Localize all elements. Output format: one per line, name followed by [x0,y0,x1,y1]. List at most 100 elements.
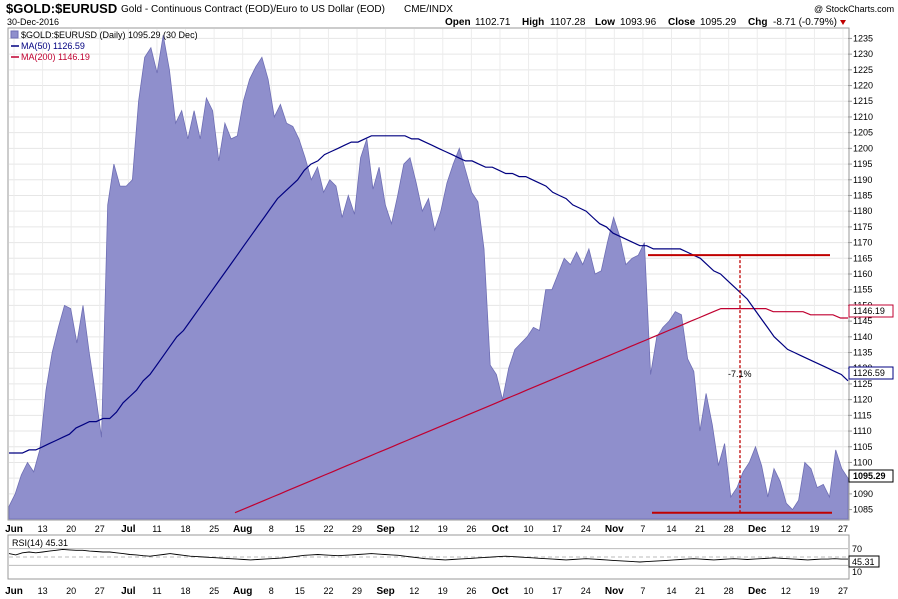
annotation-label: -7.1% [728,369,752,379]
rsi-x-tick-label: 7 [640,586,645,596]
rsi-x-tick-label: 19 [438,586,448,596]
open-value: 1102.71 [475,17,511,28]
high-label: High [522,17,544,28]
rsi-x-tick-label: 26 [466,586,476,596]
x-tick-label: 19 [438,524,448,534]
legend-ma50: MA(50) 1126.59 [21,41,85,51]
x-tick-label: 22 [323,524,333,534]
rsi-x-tick-label: Nov [605,586,624,597]
x-tick-label: 17 [552,524,562,534]
legend-swatch-price [10,30,19,39]
price-tag-ma50-text: 1126.59 [853,368,885,378]
rsi-x-tick-label: Sep [376,586,394,597]
rsi-line [8,548,848,563]
x-tick-label: 27 [95,524,105,534]
rsi-x-tick-label: 18 [181,586,191,596]
x-tick-label: 27 [838,524,848,534]
y-tick-label: 1125 [853,379,872,389]
rsi-tick-10: 10 [852,567,862,577]
close-label: Close [668,17,696,28]
rsi-label: RSI(14) 45.31 [12,538,68,548]
rsi-x-tick-label: Oct [492,586,509,597]
y-tick-label: 1140 [853,332,872,342]
y-tick-label: 1145 [853,316,872,326]
rsi-x-tick-label: 12 [409,586,419,596]
drawdown-annotation: -7.1% [648,254,832,514]
rsi-value-text: 45.31 [852,557,875,567]
y-tick-label: 1155 [853,285,872,295]
x-tick-label: 26 [466,524,476,534]
chart-exchange: CME/INDX [404,4,453,15]
x-tick-label: Nov [605,524,624,535]
y-tick-label: 1225 [853,65,873,75]
x-tick-label: Aug [233,524,252,535]
rsi-x-tick-label: 15 [295,586,305,596]
rsi-x-tick-label: 12 [781,586,791,596]
rsi-x-tick-label: 17 [552,586,562,596]
x-tick-label: 19 [809,524,819,534]
rsi-x-tick-label: Dec [748,586,767,597]
x-tick-label: Oct [492,524,509,535]
y-tick-label: 1085 [853,505,873,515]
x-tick-label: Dec [748,524,767,535]
y-tick-label: 1100 [853,457,872,467]
change-label: Chg [748,17,767,28]
y-tick-label: 1120 [853,395,872,405]
x-tick-label: Jun [5,524,23,535]
price-tag-close-text: 1095.29 [853,471,886,481]
change-value: -8.71 (-0.79%) [773,17,837,28]
y-tick-label: 1175 [853,222,872,232]
rsi-x-tick-label: 28 [724,586,734,596]
x-tick-label: 20 [66,524,76,534]
x-tick-label: 21 [695,524,705,534]
down-arrow-icon [840,20,846,25]
rsi-x-tick-label: 22 [323,586,333,596]
ma50-line [9,135,849,454]
legend-ma200: MA(200) 1146.19 [21,52,90,62]
rsi-x-tick-label: 27 [838,586,848,596]
y-tick-label: 1105 [853,442,872,452]
y-tick-label: 1190 [853,175,872,185]
y-tick-label: 1165 [853,253,872,263]
x-tick-label: 11 [152,524,161,534]
y-tick-label: 1235 [853,33,873,43]
rsi-x-tick-label: 27 [95,586,105,596]
rsi-x-axis: Jun 13 20 27 Jul 11 18 25 Aug 8 15 22 29 Sep 12 19 26 Oct… [5,586,848,597]
chart-date: 30-Dec-2016 [7,17,59,27]
y-tick-label: 1180 [853,206,872,216]
rsi-panel [7,534,850,580]
x-tick-label: 24 [581,524,591,534]
rsi-x-tick-label: 11 [152,586,161,596]
rsi-gridlines [9,548,848,566]
rsi-x-tick-label: Jul [121,586,136,597]
x-tick-label: 10 [524,524,534,534]
ma200-line [234,308,848,514]
x-tick-label: Jul [121,524,136,535]
x-tick-label: 14 [666,524,676,534]
price-tag-close: 1095.29 [848,469,894,483]
rsi-x-tick-label: 20 [66,586,76,596]
rsi-x-tick-label: 19 [809,586,819,596]
y-tick-label: 1200 [853,143,873,153]
open-label: Open [445,17,471,28]
low-value: 1093.96 [620,17,657,28]
x-axis: Jun 13 20 27 Jul 11 18 25 Aug 8 15 22 29 Sep 12 19 26 Oct… [5,524,848,535]
rsi-x-tick-label: 8 [269,586,274,596]
x-tick-label: Sep [376,524,394,535]
rsi-tick-70: 70 [852,544,862,554]
x-tick-label: 7 [640,524,645,534]
price-area [8,35,849,520]
rsi-x-tick-label: Aug [233,586,252,597]
y-axis: 1085109010951100110511101115112011251130… [848,33,873,515]
x-tick-label: 8 [269,524,274,534]
x-tick-label: 13 [38,524,48,534]
x-tick-label: 15 [295,524,305,534]
rsi-x-tick-label: 14 [666,586,676,596]
x-tick-label: 29 [352,524,362,534]
chart-symbol: $GOLD:$EURUSD [6,1,117,16]
y-tick-label: 1220 [853,81,873,91]
y-tick-label: 1195 [853,159,872,169]
rsi-x-tick-label: 10 [524,586,534,596]
